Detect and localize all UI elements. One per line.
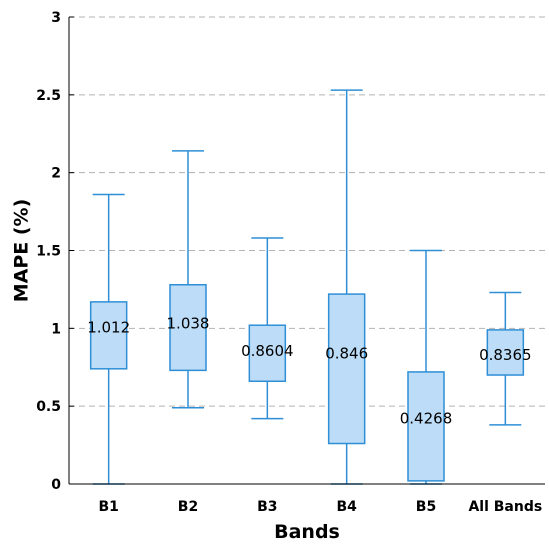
gridlines [69, 16, 545, 407]
median-label: 1.012 [87, 318, 130, 336]
box-series: 1.012 1.038 0.8604 0.846 0.4268 0.8365 [87, 89, 532, 485]
box-b2: 1.038 [167, 150, 210, 409]
median-label: 0.8365 [479, 346, 532, 364]
box-b4: 0.846 [325, 89, 368, 485]
median-label: 0.4268 [400, 410, 453, 428]
y-tick-label: 2 [51, 166, 61, 182]
iqr-box [407, 371, 445, 482]
y-tick-label: 2.5 [36, 88, 61, 104]
box-all-bands: 0.8365 [479, 291, 532, 426]
y-tick-label: 1 [51, 321, 61, 337]
y-tick-labels: 0 0.5 1 1.5 2 2.5 3 [36, 10, 74, 493]
median-label: 0.8604 [241, 342, 294, 360]
iqr-box [248, 324, 287, 383]
x-axis-title: Bands [274, 521, 340, 543]
iqr-box [169, 283, 207, 372]
median-label: 1.038 [167, 314, 210, 332]
y-tick-label: 1.5 [36, 244, 61, 260]
x-tick-label: B4 [336, 499, 357, 515]
x-tick-label: B5 [416, 499, 436, 515]
y-tick-label: 0.5 [36, 399, 61, 415]
x-tick-label: B3 [257, 499, 277, 515]
y-tick-label: 0 [51, 477, 61, 493]
iqr-box [89, 301, 128, 370]
x-tick-labels: B1 B2 B3 B4 B5 All Bands [98, 499, 542, 515]
x-tick-label: All Bands [468, 499, 542, 515]
box-b5: 0.4268 [400, 249, 453, 485]
x-tick-label: B2 [178, 499, 198, 515]
box-b1: 1.012 [87, 193, 130, 485]
iqr-box [486, 329, 525, 376]
y-axis-title: MAPE (%) [11, 199, 33, 303]
y-tick-label: 3 [51, 10, 61, 26]
x-tick-label: B1 [98, 499, 118, 515]
median-label: 0.846 [325, 344, 368, 362]
box-b3: 0.8604 [241, 237, 294, 420]
iqr-box [327, 293, 366, 445]
